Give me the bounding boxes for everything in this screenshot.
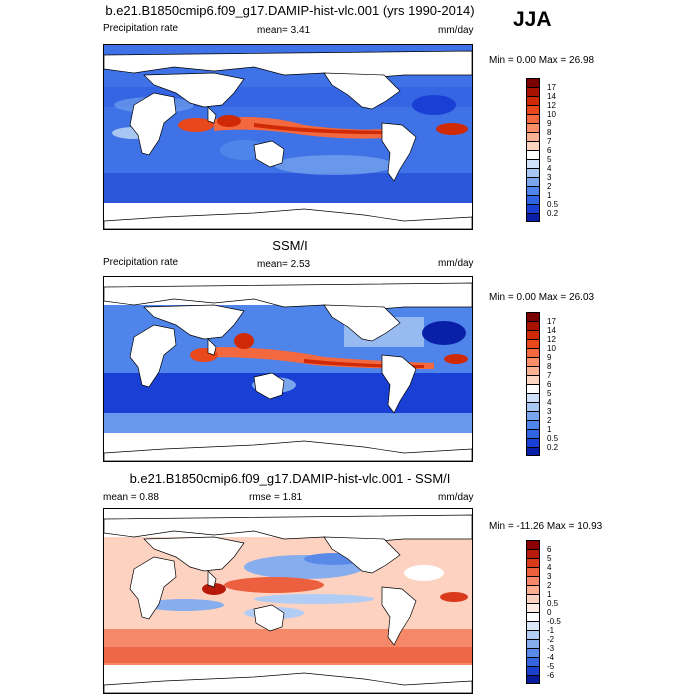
colorbar-tick-label: 3 bbox=[547, 406, 552, 416]
colorbar-tick-label: 4 bbox=[547, 562, 552, 572]
colorbar-tick-label: -0.5 bbox=[547, 616, 561, 626]
panel-3-mean: mean = 0.88 bbox=[103, 492, 159, 503]
panel-2-title: SSM/I bbox=[272, 238, 308, 253]
colorbar-tick-label: 2 bbox=[547, 415, 552, 425]
panel-1-title: b.e21.B1850cmip6.f09_g17.DAMIP-hist-vlc.… bbox=[105, 3, 475, 18]
panel-1-variable-label: Precipitation rate bbox=[103, 23, 179, 34]
panel-1-units: mm/day bbox=[438, 25, 474, 36]
panel-1-colorbar bbox=[526, 78, 540, 222]
colorbar-tick-label: -3 bbox=[547, 643, 555, 653]
colorbar-tick-label: 2 bbox=[547, 580, 552, 590]
colorbar-tick-label: 8 bbox=[547, 361, 552, 371]
panel-3-map bbox=[103, 508, 473, 694]
panel-2-variable-label: Precipitation rate bbox=[103, 257, 179, 268]
colorbar-tick-label: 6 bbox=[547, 145, 552, 155]
colorbar-tick-label: 1 bbox=[547, 424, 552, 434]
colorbar-tick-label: 0.2 bbox=[547, 442, 559, 452]
colorbar-tick-label: 17 bbox=[547, 82, 556, 92]
colorbar-tick-label: 9 bbox=[547, 352, 552, 362]
colorbar-tick-label: 3 bbox=[547, 172, 552, 182]
panel-1-mean: mean= 3.41 bbox=[257, 25, 311, 36]
panel-1-map bbox=[103, 44, 473, 230]
colorbar-frame bbox=[526, 312, 540, 456]
colorbar-tick-label: 0.5 bbox=[547, 433, 559, 443]
colorbar-tick-label: 12 bbox=[547, 100, 556, 110]
panel-3-colorbar bbox=[526, 540, 540, 684]
colorbar-tick-label: 7 bbox=[547, 370, 552, 380]
colorbar-tick-label: 8 bbox=[547, 127, 552, 137]
colorbar-frame bbox=[526, 78, 540, 222]
colorbar-tick-label: 14 bbox=[547, 91, 556, 101]
colorbar-tick-label: 2 bbox=[547, 181, 552, 191]
colorbar-tick-label: 1 bbox=[547, 190, 552, 200]
panel-3-rmse: rmse = 1.81 bbox=[249, 492, 303, 503]
panel-1-minmax: Min = 0.00 Max = 26.98 bbox=[489, 55, 595, 66]
colorbar-tick-label: 6 bbox=[547, 544, 552, 554]
colorbar-tick-label: 10 bbox=[547, 109, 556, 119]
colorbar-tick-label: 6 bbox=[547, 379, 552, 389]
season-label: JJA bbox=[513, 8, 552, 31]
colorbar-tick-label: 14 bbox=[547, 325, 556, 335]
colorbar-tick-label: 5 bbox=[547, 553, 552, 563]
colorbar-tick-label: 5 bbox=[547, 388, 552, 398]
colorbar-tick-label: 9 bbox=[547, 118, 552, 128]
panel-2-map bbox=[103, 276, 473, 462]
colorbar-tick-label: 10 bbox=[547, 343, 556, 353]
colorbar-frame bbox=[526, 540, 540, 684]
panel-2-units: mm/day bbox=[438, 258, 474, 269]
colorbar-tick-label: 4 bbox=[547, 397, 552, 407]
colorbar-tick-label: 4 bbox=[547, 163, 552, 173]
colorbar-tick-label: 3 bbox=[547, 571, 552, 581]
panel-2-minmax: Min = 0.00 Max = 26.03 bbox=[489, 292, 595, 303]
colorbar-tick-label: -1 bbox=[547, 625, 555, 635]
colorbar-tick-label: -6 bbox=[547, 670, 555, 680]
colorbar-tick-label: 0.5 bbox=[547, 598, 559, 608]
colorbar-tick-label: -5 bbox=[547, 661, 555, 671]
colorbar-tick-label: 1 bbox=[547, 589, 552, 599]
colorbar-tick-label: 7 bbox=[547, 136, 552, 146]
colorbar-tick-label: -2 bbox=[547, 634, 555, 644]
panel-3-title: b.e21.B1850cmip6.f09_g17.DAMIP-hist-vlc.… bbox=[129, 471, 451, 486]
colorbar-tick-label: 0.5 bbox=[547, 199, 559, 209]
colorbar-tick-label: 0 bbox=[547, 607, 552, 617]
panel-3-units: mm/day bbox=[438, 492, 474, 503]
colorbar-tick-label: 5 bbox=[547, 154, 552, 164]
colorbar-tick-label: -4 bbox=[547, 652, 555, 662]
colorbar-tick-label: 0.2 bbox=[547, 208, 559, 218]
panel-3-minmax: Min = -11.26 Max = 10.93 bbox=[489, 521, 603, 532]
colorbar-tick-label: 12 bbox=[547, 334, 556, 344]
panel-2-mean: mean= 2.53 bbox=[257, 259, 311, 270]
colorbar-tick-label: 17 bbox=[547, 316, 556, 326]
panel-2-colorbar bbox=[526, 312, 540, 456]
